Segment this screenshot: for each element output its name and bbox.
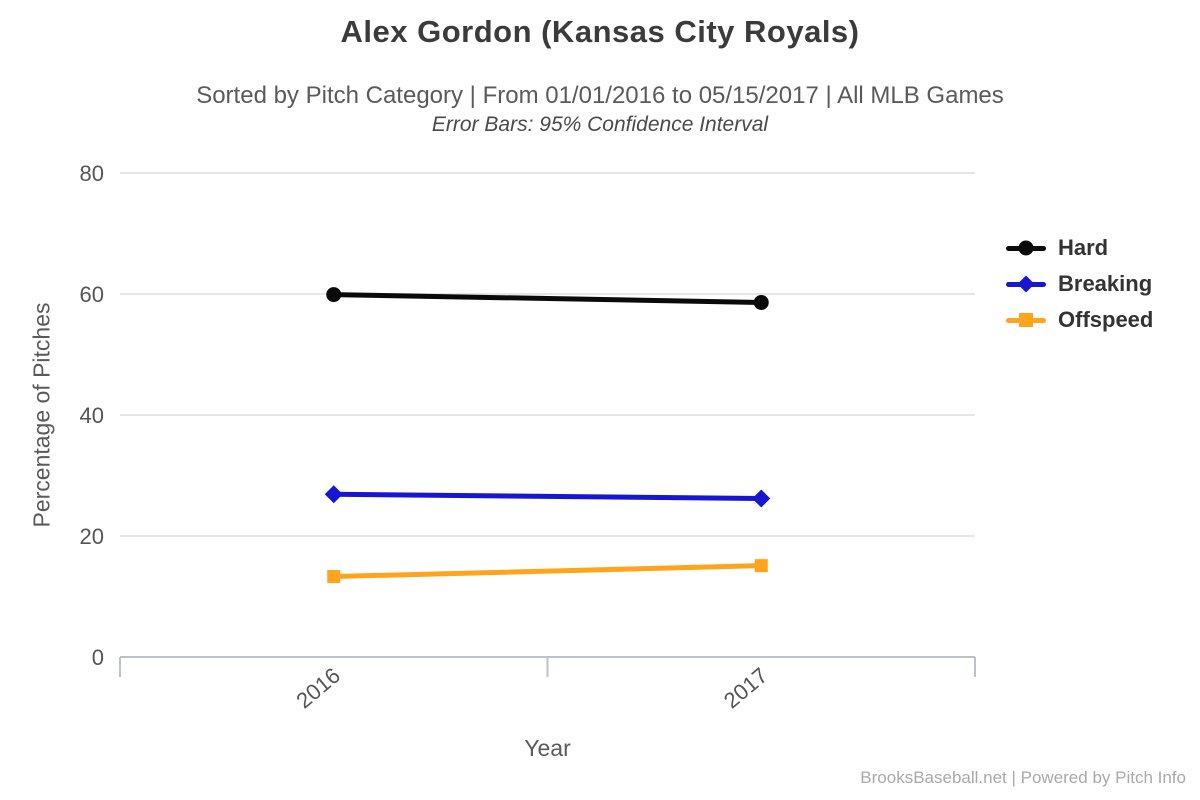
y-tick-label: 20: [80, 524, 104, 549]
legend: Hard Breaking Offspeed: [1006, 230, 1153, 338]
offspeed-point-2017: [754, 559, 768, 573]
x-category-label: 2016: [291, 663, 345, 714]
hard-point-2017: [753, 294, 769, 310]
breaking-series-marker-icon: [1006, 275, 1046, 293]
legend-item-offspeed: Offspeed: [1006, 302, 1153, 338]
y-tick-label: 0: [92, 645, 104, 670]
legend-item-breaking: Breaking: [1006, 266, 1153, 302]
hard-line: [331, 292, 764, 305]
chart-subtitle: Sorted by Pitch Category | From 01/01/20…: [196, 82, 1004, 109]
y-tick-label: 40: [80, 403, 104, 428]
breaking-line: [331, 491, 764, 501]
y-tick-label: 80: [80, 161, 104, 186]
breaking-point-2016: [324, 485, 343, 504]
legend-item-hard: Hard: [1006, 230, 1153, 266]
legend-label-breaking: Breaking: [1058, 271, 1153, 296]
y-tick-label: 60: [80, 282, 104, 307]
y-axis-title: Percentage of Pitches: [28, 302, 55, 528]
credit-footer: BrooksBaseball.net | Powered by Pitch In…: [860, 768, 1186, 787]
error-bars-note: Error Bars: 95% Confidence Interval: [431, 113, 769, 136]
x-category-label: 2017: [719, 663, 773, 714]
legend-label-offspeed: Offspeed: [1058, 307, 1154, 332]
chart-title: Alex Gordon (Kansas City Royals): [340, 14, 860, 49]
offspeed-line: [331, 563, 764, 580]
x-axis-title: Year: [524, 735, 571, 761]
legend-label-hard: Hard: [1058, 235, 1109, 260]
offspeed-point-2016: [327, 570, 341, 584]
breaking-point-2017: [752, 489, 771, 508]
hard-point-2016: [326, 287, 342, 303]
hard-series-marker-icon: [1006, 239, 1046, 257]
offspeed-series-marker-icon: [1006, 311, 1046, 329]
